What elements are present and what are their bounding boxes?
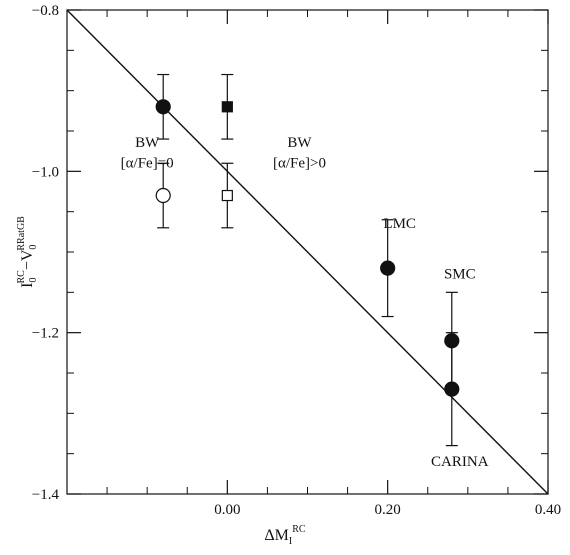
y-tick-label: −0.8 (32, 3, 59, 19)
data-point-square (221, 101, 233, 113)
y-tick-label: −1.2 (32, 326, 59, 342)
y-axis-label: I0RC−V0RRatGB (16, 216, 39, 288)
fit-line (66, 9, 549, 495)
y-axis-label-a-sup: RC (16, 270, 27, 284)
y-axis-label-b-sup: RRatGB (16, 216, 27, 251)
y-axis-label-a-sub: 0 (28, 278, 39, 283)
x-axis-label: ΔMIRC (264, 524, 306, 547)
annotation-label: BW (135, 135, 160, 151)
y-tick-label: −1.4 (32, 487, 60, 503)
x-axis-label-main: ΔM (264, 527, 289, 544)
x-tick-label: 0.40 (535, 502, 561, 518)
annotation-label: [α/Fe]=0 (121, 155, 174, 171)
y-axis-label-a: I (19, 283, 36, 288)
annotation-label: [α/Fe]>0 (273, 155, 326, 171)
data-point-circle (380, 260, 396, 276)
data-point-circle (444, 381, 460, 397)
annotations: BW [α/Fe]=0 BW [α/Fe]>0 LMC SMC CARINA (121, 135, 489, 470)
x-tick-label: 0.20 (375, 502, 401, 518)
y-tick-label: −1.0 (32, 164, 59, 180)
y-axis-label-b-sub: 0 (28, 245, 39, 250)
annotation-label: SMC (444, 267, 476, 283)
annotation-label: LMC (383, 216, 416, 232)
data-point-square (221, 189, 233, 202)
major-ticks (67, 9, 549, 495)
x-axis-label-sub: I (289, 536, 292, 547)
data-point-circle (155, 99, 171, 115)
y-axis-label-dash: −V (19, 249, 36, 270)
x-axis-label-sup: RC (292, 524, 306, 535)
tick-labels: 0.00 0.20 0.40 −0.8 −1.0 −1.2 −1.4 (32, 3, 561, 518)
annotation-label: BW (287, 135, 312, 151)
minor-ticks (67, 10, 548, 494)
data-points (155, 73, 460, 447)
data-point-circle (155, 187, 171, 204)
annotation-label: CARINA (431, 454, 489, 470)
x-tick-label: 0.00 (214, 502, 240, 518)
